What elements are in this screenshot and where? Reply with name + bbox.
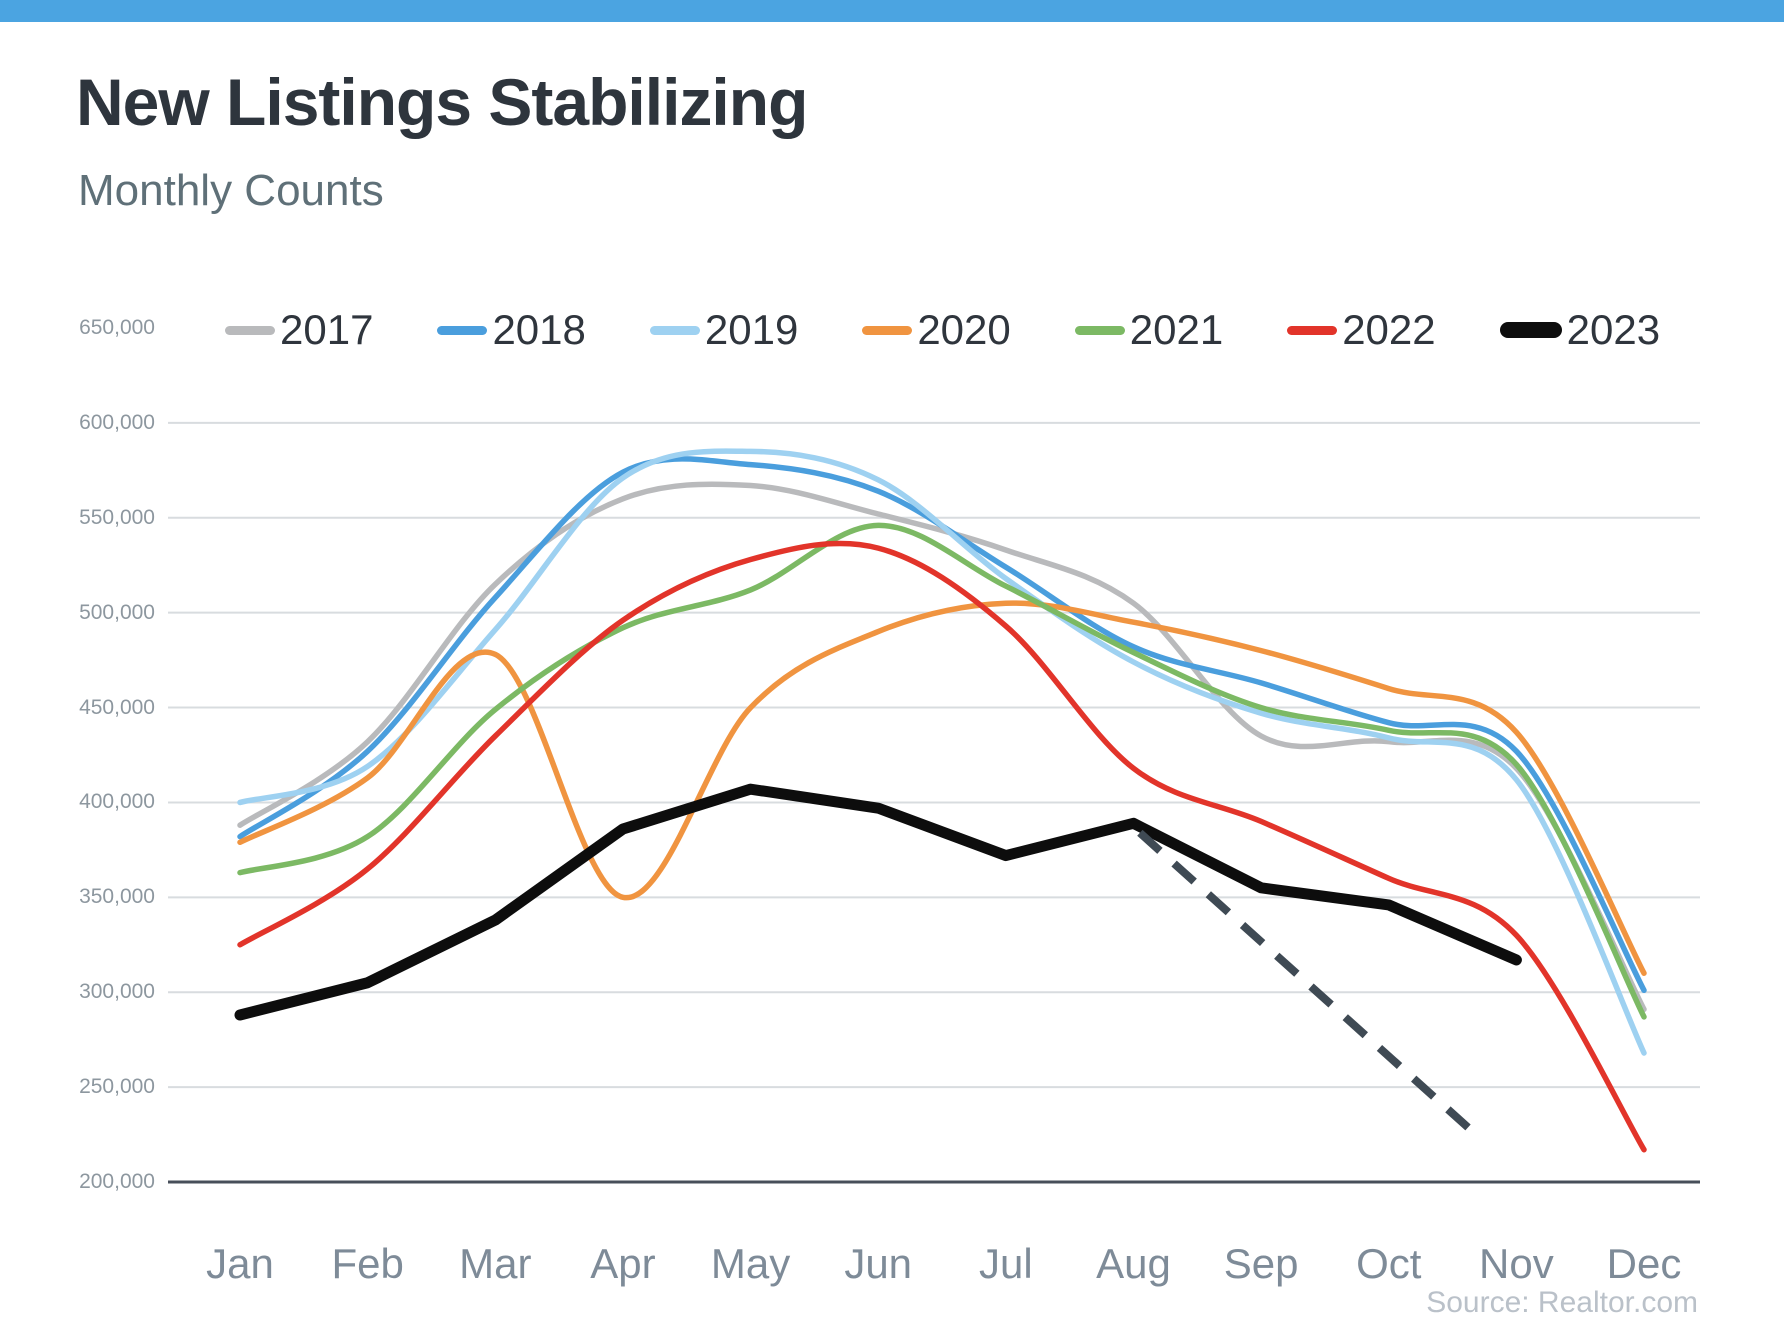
- legend-swatch-2019: [649, 325, 700, 335]
- series-line-2019: [237, 448, 1647, 1056]
- legend-item-2020: 2020: [862, 306, 1011, 354]
- legend-label-2018: 2018: [492, 306, 586, 353]
- legend-swatch-2017: [225, 325, 275, 335]
- x-axis-label-apr: Apr: [590, 1240, 656, 1287]
- series-line-2018: [237, 456, 1647, 994]
- legend-label-2022: 2022: [1342, 306, 1436, 353]
- series-line-2021: [237, 522, 1647, 1020]
- legend-item-2017: 2017: [225, 306, 373, 354]
- x-axis-label-dec: Dec: [1606, 1240, 1682, 1287]
- y-axis-label: 250,000: [79, 1075, 155, 1099]
- series-line-2022: [237, 540, 1647, 1153]
- x-axis-label-mar: Mar: [459, 1240, 532, 1287]
- y-axis-label: 400,000: [79, 790, 155, 814]
- y-axis-label: 600,000: [79, 410, 155, 434]
- y-axis-label: 650,000: [79, 316, 155, 339]
- legend: 2017 2018 2019 2020 2021 2022 2023: [225, 306, 1660, 354]
- legend-label-2023: 2023: [1566, 306, 1661, 353]
- series-line-2020: [237, 600, 1647, 976]
- y-axis-label: 500,000: [79, 600, 155, 624]
- legend-item-2018: 2018: [437, 306, 586, 354]
- x-axis-label-oct: Oct: [1356, 1240, 1422, 1287]
- x-axis-label-jun: Jun: [844, 1240, 913, 1287]
- source-attribution: Source: Realtor.com: [1426, 1286, 1698, 1319]
- y-axis-label: 350,000: [79, 885, 155, 909]
- top-accent-bar: [0, 0, 1784, 22]
- legend-swatch-2021: [1074, 325, 1125, 335]
- legend-label-2021: 2021: [1129, 306, 1224, 353]
- series-line-2017: [237, 481, 1647, 1013]
- chart-title: New Listings Stabilizing: [76, 65, 808, 139]
- x-axis-label-aug: Aug: [1096, 1240, 1171, 1287]
- x-axis-label-jul: Jul: [978, 1240, 1033, 1287]
- x-axis-label-nov: Nov: [1479, 1240, 1554, 1287]
- legend-item-2019: 2019: [649, 306, 799, 354]
- x-axis-label-sep: Sep: [1223, 1240, 1299, 1287]
- x-axis-label-feb: Feb: [331, 1240, 404, 1287]
- legend-label-2019: 2019: [704, 306, 799, 353]
- x-axis-label-jan: Jan: [206, 1240, 274, 1287]
- y-axis-label: 300,000: [79, 980, 155, 1004]
- y-axis-label: 200,000: [79, 1170, 155, 1193]
- chart-subtitle: Monthly Counts: [78, 166, 384, 215]
- legend-swatch-2022: [1287, 325, 1338, 335]
- legend-swatch-2020: [862, 325, 913, 335]
- legend-swatch-2018: [437, 325, 488, 335]
- legend-item-2021: 2021: [1074, 306, 1224, 354]
- series-line-2023: [234, 783, 1522, 1021]
- legend-label-2017: 2017: [280, 306, 374, 353]
- legend-item-2023: 2023: [1499, 306, 1661, 354]
- y-axis-label: 450,000: [79, 695, 155, 719]
- y-axis-label: 550,000: [79, 505, 155, 529]
- x-axis-label-may: May: [710, 1240, 791, 1287]
- legend-swatch-2023: [1499, 322, 1562, 338]
- projection-dashed-line: [1137, 829, 1475, 1134]
- legend-item-2022: 2022: [1287, 306, 1436, 354]
- legend-label-2020: 2020: [917, 306, 1011, 353]
